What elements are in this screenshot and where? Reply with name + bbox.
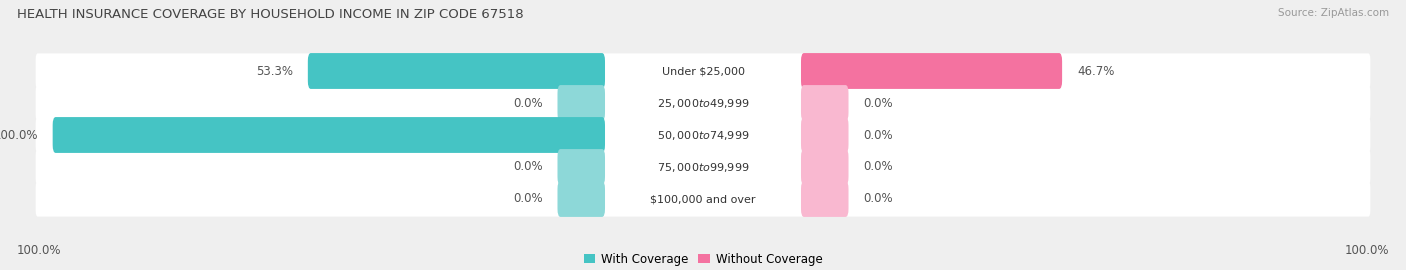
Text: 0.0%: 0.0%	[513, 193, 543, 205]
FancyBboxPatch shape	[308, 53, 605, 89]
Legend: With Coverage, Without Coverage: With Coverage, Without Coverage	[579, 248, 827, 270]
FancyBboxPatch shape	[52, 117, 605, 153]
FancyBboxPatch shape	[801, 53, 1062, 89]
FancyBboxPatch shape	[35, 149, 1371, 185]
Text: $75,000 to $99,999: $75,000 to $99,999	[657, 160, 749, 174]
Text: HEALTH INSURANCE COVERAGE BY HOUSEHOLD INCOME IN ZIP CODE 67518: HEALTH INSURANCE COVERAGE BY HOUSEHOLD I…	[17, 8, 523, 21]
Text: 0.0%: 0.0%	[513, 160, 543, 174]
FancyBboxPatch shape	[558, 181, 605, 217]
Text: 100.0%: 100.0%	[17, 244, 62, 256]
FancyBboxPatch shape	[558, 85, 605, 121]
Text: 100.0%: 100.0%	[0, 129, 38, 141]
Text: 100.0%: 100.0%	[1344, 244, 1389, 256]
Text: Under $25,000: Under $25,000	[661, 66, 745, 76]
Text: Source: ZipAtlas.com: Source: ZipAtlas.com	[1278, 8, 1389, 18]
FancyBboxPatch shape	[801, 149, 848, 185]
FancyBboxPatch shape	[35, 85, 1371, 121]
Text: $25,000 to $49,999: $25,000 to $49,999	[657, 96, 749, 110]
Text: 0.0%: 0.0%	[863, 160, 893, 174]
FancyBboxPatch shape	[35, 181, 1371, 217]
FancyBboxPatch shape	[801, 181, 848, 217]
Text: 0.0%: 0.0%	[863, 193, 893, 205]
Text: 0.0%: 0.0%	[863, 96, 893, 110]
Text: 0.0%: 0.0%	[863, 129, 893, 141]
Text: 46.7%: 46.7%	[1077, 65, 1115, 77]
FancyBboxPatch shape	[801, 85, 848, 121]
Text: 0.0%: 0.0%	[513, 96, 543, 110]
FancyBboxPatch shape	[558, 149, 605, 185]
Text: $100,000 and over: $100,000 and over	[650, 194, 756, 204]
FancyBboxPatch shape	[35, 53, 1371, 89]
Text: $50,000 to $74,999: $50,000 to $74,999	[657, 129, 749, 141]
FancyBboxPatch shape	[801, 117, 848, 153]
FancyBboxPatch shape	[35, 117, 1371, 153]
Text: 53.3%: 53.3%	[256, 65, 292, 77]
